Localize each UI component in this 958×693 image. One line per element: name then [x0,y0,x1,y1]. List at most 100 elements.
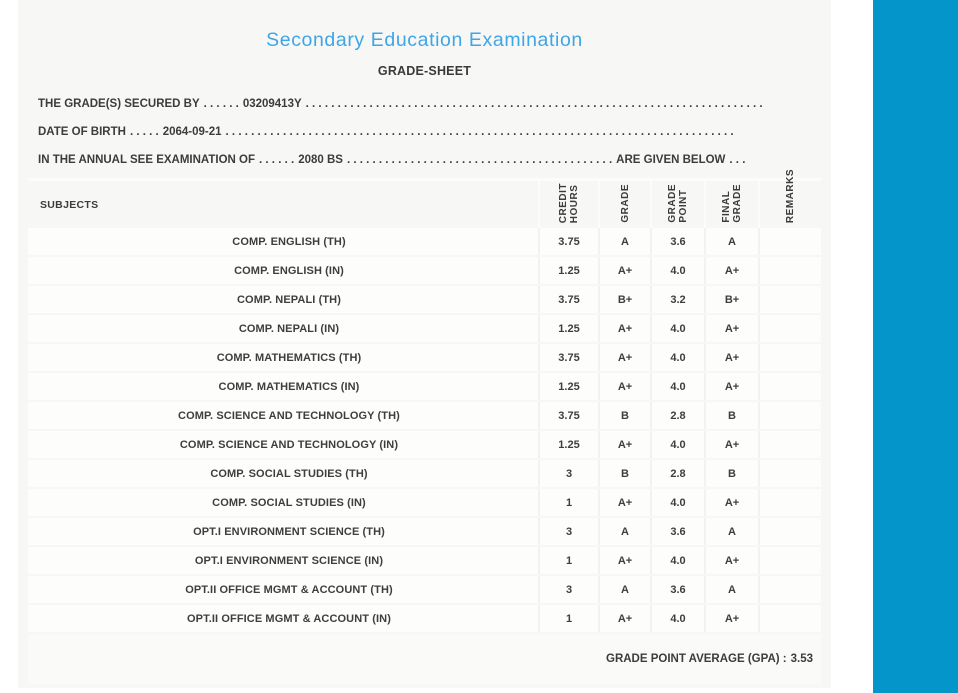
grade-cell: A+ [598,257,650,284]
remarks-cell [758,344,821,371]
credit-hours-cell: 1.25 [538,315,598,342]
credit-hours-cell: 3.75 [538,344,598,371]
table-row: COMP. MATHEMATICS (IN) 1.25 A+ 4.0 A+ [28,373,821,400]
remarks-column-header: REMARKS [758,169,821,228]
info-label: IN THE ANNUAL SEE EXAMINATION OF [38,154,256,166]
final-grade-cell: A+ [704,344,758,371]
credit-hours-cell: 1 [538,489,598,516]
grades-table: SUBJECTS CREDIT HOURS GRADE GRADE POINT … [28,169,821,632]
credit-hours-cell: 1.25 [538,431,598,458]
remarks-cell [758,286,821,313]
info-suffix: ARE GIVEN BELOW [616,154,726,166]
grade-point-cell: 2.8 [650,402,704,429]
grade-column-header: GRADE [598,181,650,228]
remarks-cell [758,315,821,342]
info-line-examination-year: IN THE ANNUAL SEE EXAMINATION OF. . . . … [38,146,811,174]
table-row: OPT.II OFFICE MGMT & ACCOUNT (TH) 3 A 3.… [28,576,821,603]
final-grade-cell: A [704,228,758,255]
subject-cell: COMP. SCIENCE AND TECHNOLOGY (TH) [178,409,400,422]
grade-cell: A [598,518,650,545]
grade-cell: A+ [598,431,650,458]
grade-cell: A [598,228,650,255]
table-row: COMP. SCIENCE AND TECHNOLOGY (IN) 1.25 A… [28,431,821,458]
table-row: OPT.I ENVIRONMENT SCIENCE (TH) 3 A 3.6 A [28,518,821,545]
grade-sheet-subtitle: GRADE-SHEET [377,64,472,78]
student-info-section: THE GRADE(S) SECURED BY. . . . . . 032094… [18,90,831,174]
grade-cell: B [598,460,650,487]
leader-dots: . . . . . . . . . . . . . . . . . . . . … [305,98,763,110]
subject-cell: COMP. ENGLISH (TH) [232,235,346,248]
table-row: COMP. SOCIAL STUDIES (IN) 1 A+ 4.0 A+ [28,489,821,516]
credit-hours-cell: 3 [538,518,598,545]
final-grade-cell: A+ [704,257,758,284]
leader-dots: . . . . . . . . . . . . . . . . . . . . … [225,126,734,138]
grade-point-cell: 3.6 [650,228,704,255]
credit-hours-cell: 3.75 [538,402,598,429]
table-body: COMP. ENGLISH (TH) 3.75 A 3.6 A COMP. EN… [28,228,821,632]
subject-cell: COMP. NEPALI (TH) [237,293,341,306]
grade-point-label: GRADE POINT [667,184,689,223]
grade-point-cell: 4.0 [650,373,704,400]
subject-cell: OPT.II OFFICE MGMT & ACCOUNT (IN) [187,612,391,625]
remarks-cell [758,402,821,429]
credit-hours-cell: 1.25 [538,373,598,400]
remarks-label: REMARKS [785,168,796,223]
final-grade-cell: A [704,518,758,545]
grade-point-cell: 4.0 [650,605,704,632]
table-row: OPT.II OFFICE MGMT & ACCOUNT (IN) 1 A+ 4… [28,605,821,632]
table-row: COMP. ENGLISH (IN) 1.25 A+ 4.0 A+ [28,257,821,284]
final-grade-cell: A+ [704,547,758,574]
credit-hours-cell: 1 [538,547,598,574]
credit-hours-cell: 3 [538,460,598,487]
subject-cell: OPT.I ENVIRONMENT SCIENCE (TH) [193,525,385,538]
table-row: COMP. SOCIAL STUDIES (TH) 3 B 2.8 B [28,460,821,487]
remarks-cell [758,431,821,458]
symbol-number-value: 03209413Y [242,98,302,110]
credit-hours-cell: 3.75 [538,286,598,313]
grade-point-cell: 3.2 [650,286,704,313]
info-line-date-of-birth: DATE OF BIRTH. . . . . 2064-09-21. . . . … [38,118,811,146]
credit-hours-cell: 3 [538,576,598,603]
grade-cell: A+ [598,489,650,516]
leader-dots: . . . [729,154,746,166]
grade-point-cell: 4.0 [650,257,704,284]
table-row: COMP. SCIENCE AND TECHNOLOGY (TH) 3.75 B… [28,402,821,429]
remarks-cell [758,605,821,632]
subject-cell: COMP. SCIENCE AND TECHNOLOGY (IN) [179,438,399,451]
credit-hours-cell: 1 [538,605,598,632]
final-grade-cell: A [704,576,758,603]
final-grade-column-header: FINAL GRADE [704,181,758,228]
final-grade-cell: A+ [704,373,758,400]
subject-cell: OPT.II OFFICE MGMT & ACCOUNT (TH) [185,583,393,596]
leader-dots: . . . . . . [259,154,295,166]
grade-point-cell: 3.6 [650,576,704,603]
subject-cell: COMP. MATHEMATICS (IN) [218,380,360,393]
subjects-column-header: SUBJECTS [40,198,99,211]
gpa-value: 3.53 [790,653,813,665]
credit-hours-cell: 1.25 [538,257,598,284]
subject-cell: COMP. SOCIAL STUDIES (TH) [210,467,368,480]
exam-year-value: 2080 BS [298,154,343,166]
subject-cell: COMP. NEPALI (IN) [238,322,340,335]
grade-cell: A+ [598,344,650,371]
grade-label: GRADE [619,184,631,223]
remarks-cell [758,547,821,574]
table-row: OPT.I ENVIRONMENT SCIENCE (IN) 1 A+ 4.0 … [28,547,821,574]
grade-point-cell: 4.0 [650,489,704,516]
subject-cell: COMP. ENGLISH (IN) [234,264,344,277]
gpa-label: GRADE POINT AVERAGE (GPA) : [606,653,787,665]
credit-hours-label: CREDIT HOURS [558,182,580,223]
grade-point-cell: 4.0 [650,315,704,342]
grade-cell: B [598,402,650,429]
grade-cell: A [598,576,650,603]
final-grade-cell: B [704,460,758,487]
final-grade-cell: A+ [704,431,758,458]
final-grade-cell: A+ [704,605,758,632]
grade-point-cell: 3.6 [650,518,704,545]
grade-cell: A+ [598,315,650,342]
info-line-grades-secured-by: THE GRADE(S) SECURED BY. . . . . . 032094… [38,90,811,118]
grade-cell: A+ [598,373,650,400]
date-of-birth-value: 2064-09-21 [162,126,222,138]
final-grade-cell: B [704,402,758,429]
grade-point-cell: 4.0 [650,431,704,458]
